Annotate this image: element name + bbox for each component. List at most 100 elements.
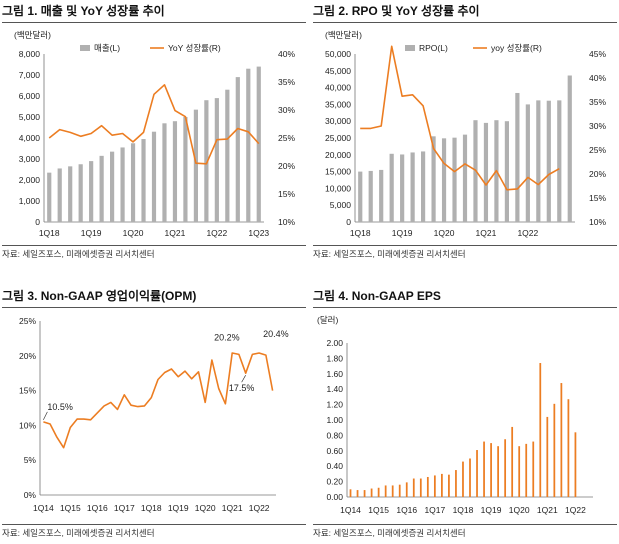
unit-label: (달러) — [317, 315, 338, 325]
y-tick-label: 25% — [19, 316, 36, 326]
x-tick-label: 1Q19 — [81, 228, 102, 238]
y2-tick-label: 30% — [589, 121, 606, 131]
bar — [497, 446, 499, 497]
panel-opm: 그림 3. Non-GAAP 영업이익률(OPM) 0% 5% 10% 15% 20% 2… — [2, 287, 306, 542]
x-tick-label: 1Q15 — [60, 503, 81, 513]
bar — [89, 161, 94, 222]
y-tick-label: 0% — [24, 490, 37, 500]
y2-tick-label: 20% — [589, 169, 606, 179]
y-tick-label: 0 — [35, 217, 40, 227]
bar — [553, 403, 556, 497]
panel-eps: 그림 4. Non-GAAP EPS (달러) 0.00 0.20 0.40 0.60 0… — [313, 287, 617, 542]
bar — [193, 109, 198, 222]
y-tick-label: 0.60 — [326, 446, 343, 456]
x-tick-label: 1Q20 — [195, 503, 216, 513]
y2-tick-label: 45% — [589, 49, 606, 59]
y-tick-label: 0.40 — [326, 461, 343, 471]
y-tick-label: 30,000 — [325, 116, 351, 126]
title-rule — [2, 22, 306, 23]
x-tick-label: 1Q18 — [350, 228, 371, 238]
y-tick-label: 15,000 — [325, 167, 351, 177]
x-tick-label: 1Q19 — [392, 228, 413, 238]
bar — [455, 470, 457, 497]
bar — [356, 490, 359, 497]
y2-tick-label: 40% — [589, 73, 606, 83]
data-annotation: 20.4% — [263, 329, 289, 339]
y-tick-label: 4,000 — [19, 133, 41, 143]
x-tick-label: 1Q15 — [368, 505, 389, 515]
annotation-leader — [43, 411, 48, 421]
y-tick-label: 1,000 — [19, 196, 41, 206]
legend-bar-label: RPO(L) — [419, 43, 448, 53]
x-tick-label: 1Q14 — [33, 503, 54, 513]
bar — [68, 166, 73, 222]
y-tick-label: 3,000 — [19, 154, 41, 164]
bar — [483, 441, 485, 497]
bar — [398, 484, 401, 497]
bar — [235, 77, 240, 222]
x-tick-label: 1Q22 — [517, 228, 538, 238]
data-annotation: 20.2% — [214, 332, 240, 342]
legend-bar-swatch — [405, 45, 415, 51]
y-tick-label: 0.00 — [326, 492, 343, 502]
bar — [515, 92, 520, 222]
bar — [57, 168, 62, 222]
series-line — [360, 45, 560, 191]
bar — [452, 137, 457, 222]
y2-tick-label: 10% — [589, 217, 606, 227]
bar — [246, 68, 251, 222]
bar — [391, 485, 394, 497]
bar — [490, 443, 492, 497]
y-tick-label: 6,000 — [19, 91, 41, 101]
y2-tick-label: 15% — [278, 189, 295, 199]
x-tick-label: 1Q21 — [476, 228, 497, 238]
bar — [47, 172, 52, 222]
source-rule — [313, 245, 617, 246]
y-tick-label: 20,000 — [325, 150, 351, 160]
bar — [476, 450, 478, 497]
bar — [536, 100, 541, 222]
bar — [162, 123, 167, 222]
bar — [574, 432, 577, 497]
y-tick-label: 0.80 — [326, 430, 343, 440]
bar — [400, 154, 405, 222]
y-tick-label: 5% — [24, 455, 37, 465]
x-tick-label: 1Q16 — [396, 505, 417, 515]
bar — [483, 122, 489, 222]
bar — [214, 98, 219, 222]
bar — [518, 446, 521, 497]
bar — [567, 75, 572, 222]
x-tick-label: 1Q22 — [565, 505, 586, 515]
chart-title: 그림 2. RPO 및 YoY 성장률 추이 — [313, 4, 480, 18]
unit-label: (백만달러) — [14, 30, 51, 40]
y-tick-label: 8,000 — [19, 49, 41, 59]
bar — [349, 489, 352, 497]
series-line — [48, 83, 260, 165]
y-tick-label: 10% — [19, 420, 36, 430]
eps-chart: (달러) 0.00 0.20 0.40 0.60 0.80 1.00 1.20 1.40 1.60… — [317, 315, 593, 515]
title-rule — [2, 307, 306, 308]
y2-tick-label: 35% — [589, 97, 606, 107]
y-tick-label: 1.40 — [326, 384, 343, 394]
x-tick-label: 1Q18 — [39, 228, 60, 238]
bar — [426, 476, 429, 497]
x-tick-label: 1Q20 — [509, 505, 530, 515]
series-line — [43, 352, 274, 449]
source-note: 자료: 세일즈포스, 미래에셋증권 리서치센터 — [313, 249, 466, 259]
y2-tick-label: 15% — [589, 193, 606, 203]
bar — [525, 443, 528, 497]
bar — [532, 441, 535, 497]
y2-tick-label: 25% — [278, 133, 295, 143]
bar — [441, 138, 447, 222]
bar — [539, 363, 542, 497]
source-rule — [313, 524, 617, 525]
x-tick-label: 1Q21 — [222, 503, 243, 513]
x-tick-label: 1Q18 — [141, 503, 162, 513]
x-tick-label: 1Q21 — [537, 505, 558, 515]
bar — [525, 104, 530, 222]
bar — [431, 136, 436, 222]
revenue-chart: (백만달러) 0 1,000 2,000 3,000 4,000 5,000 6,000 7,0… — [14, 30, 295, 238]
bar — [120, 147, 125, 222]
bar — [183, 117, 188, 222]
legend-line-label: YoY 성장률(R) — [168, 43, 221, 53]
